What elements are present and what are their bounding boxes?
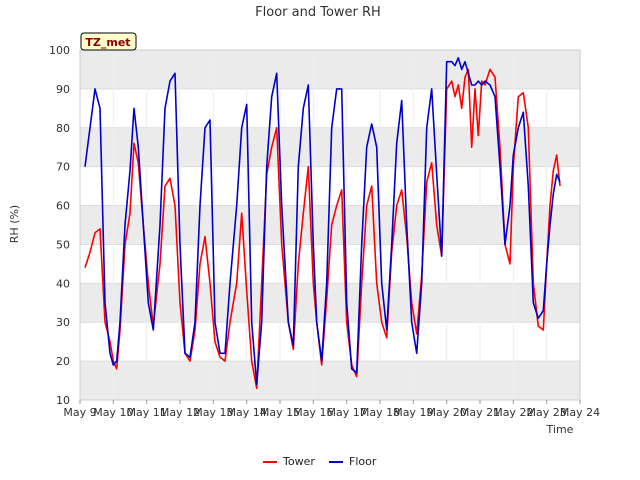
x-tick-label: May 9 [63,406,96,419]
x-tick-label: May 24 [560,406,600,419]
x-tick-label: May 17 [327,406,367,419]
y-axis-label: RH (%) [8,205,21,243]
x-tick-label: May 22 [493,406,533,419]
series-lines [84,56,561,390]
x-tick-label: May 10 [93,406,133,419]
x-tick-label: May 19 [393,406,433,419]
x-tick-label: May 14 [227,406,267,419]
y-tick-label: 20 [56,355,70,368]
tz-met-annotation: TZ_met [80,32,137,51]
annotation-text: TZ_met [85,36,130,49]
y-tick-label: 100 [49,44,70,57]
x-tick-label: May 16 [293,406,333,419]
x-tick-label: May 18 [360,406,400,419]
plot-border [79,49,581,401]
legend-label-floor: Floor [349,455,377,468]
x-tick-label: May 20 [427,406,467,419]
y-tick-label: 40 [56,277,70,290]
x-tick-label: May 21 [460,406,500,419]
x-tick-label: May 11 [127,406,167,419]
chart-title: Floor and Tower RH [255,5,381,20]
x-tick-label: May 15 [260,406,300,419]
x-tick-label: May 23 [527,406,567,419]
legend-label-tower: Tower [282,455,315,468]
y-tick-label: 10 [56,394,70,407]
band-10 [80,361,580,400]
x-axis-label: Time [546,423,574,436]
x-tick-label: May 12 [160,406,200,419]
band-90 [80,50,580,89]
y-tick-label: 60 [56,200,70,213]
y-tick-label: 30 [56,316,70,329]
y-axis-ticks: 10 20 30 40 50 60 70 80 90 100 [49,44,70,407]
y-tick-label: 50 [56,238,70,251]
series-line-floor [84,56,561,386]
y-tick-label: 70 [56,161,70,174]
annotation-box [80,32,137,51]
band-30 [80,283,580,323]
background-bands [80,50,580,400]
y-tick-label: 90 [56,83,70,96]
y-tick-label: 80 [56,122,70,135]
legend: Tower Floor [263,455,377,468]
x-tick-label: May 13 [193,406,233,419]
